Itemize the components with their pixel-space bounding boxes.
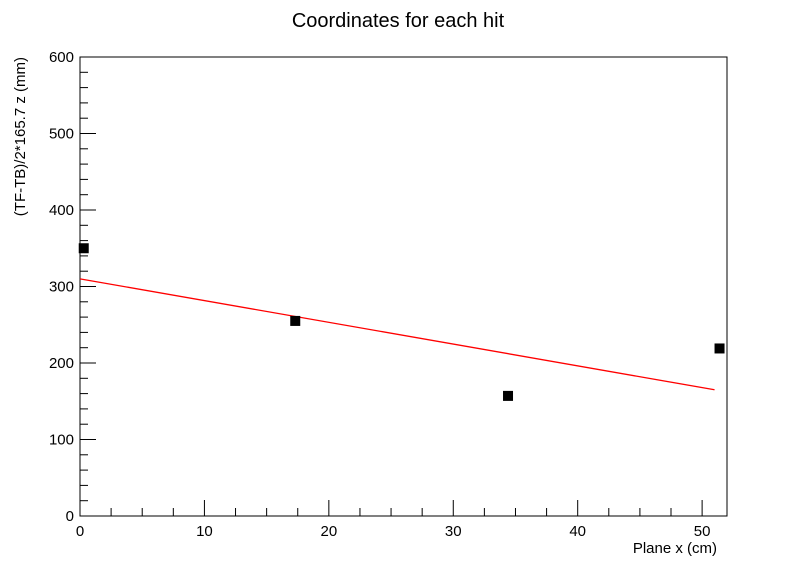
- y-tick-label: 200: [49, 355, 74, 372]
- x-tick-label: 40: [569, 523, 586, 540]
- y-tick-label: 400: [49, 202, 74, 219]
- y-tick-label: 100: [49, 432, 74, 449]
- plot-frame: [79, 56, 728, 517]
- chart-title: Coordinates for each hit: [292, 10, 505, 32]
- y-tick-label: 300: [49, 279, 74, 296]
- x-axis: 0 10 20 30 40 50: [76, 500, 711, 540]
- x-tick-label: 30: [445, 523, 462, 540]
- data-point: [290, 315, 301, 326]
- fit-line: [79, 278, 715, 391]
- data-point: [503, 390, 514, 401]
- data-point: [78, 243, 89, 254]
- y-tick-label: 500: [49, 126, 74, 143]
- y-tick-label: 0: [66, 508, 74, 525]
- x-axis-label: Plane x (cm): [633, 540, 717, 557]
- x-tick-label: 20: [321, 523, 338, 540]
- y-axis-label: (TF-TB)/2*165.7 z (mm): [12, 57, 29, 216]
- x-tick-label: 50: [694, 523, 711, 540]
- y-axis: 0 100 200 300 400 500 600: [49, 49, 96, 525]
- fit-line-group: [79, 278, 715, 391]
- x-tick-label: 0: [76, 523, 84, 540]
- y-tick-label: 600: [49, 49, 74, 66]
- x-tick-label: 10: [196, 523, 213, 540]
- data-points: [78, 243, 725, 401]
- data-point: [714, 343, 725, 354]
